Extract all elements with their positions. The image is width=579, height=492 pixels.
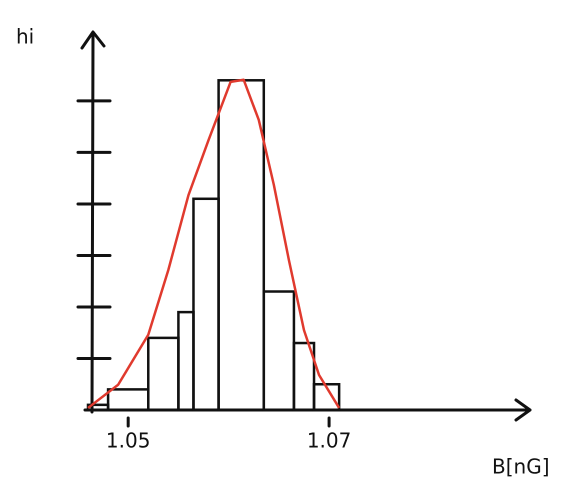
fit-curve [87,78,341,409]
x-axis-label: B[nG] [492,455,550,479]
bar [312,382,341,412]
y-axis [80,30,106,414]
x-tick-label: 1.07 [307,429,352,453]
x-tick-label: 1.05 [106,429,151,453]
y-axis-label: hi [16,25,34,49]
bar [292,341,316,412]
